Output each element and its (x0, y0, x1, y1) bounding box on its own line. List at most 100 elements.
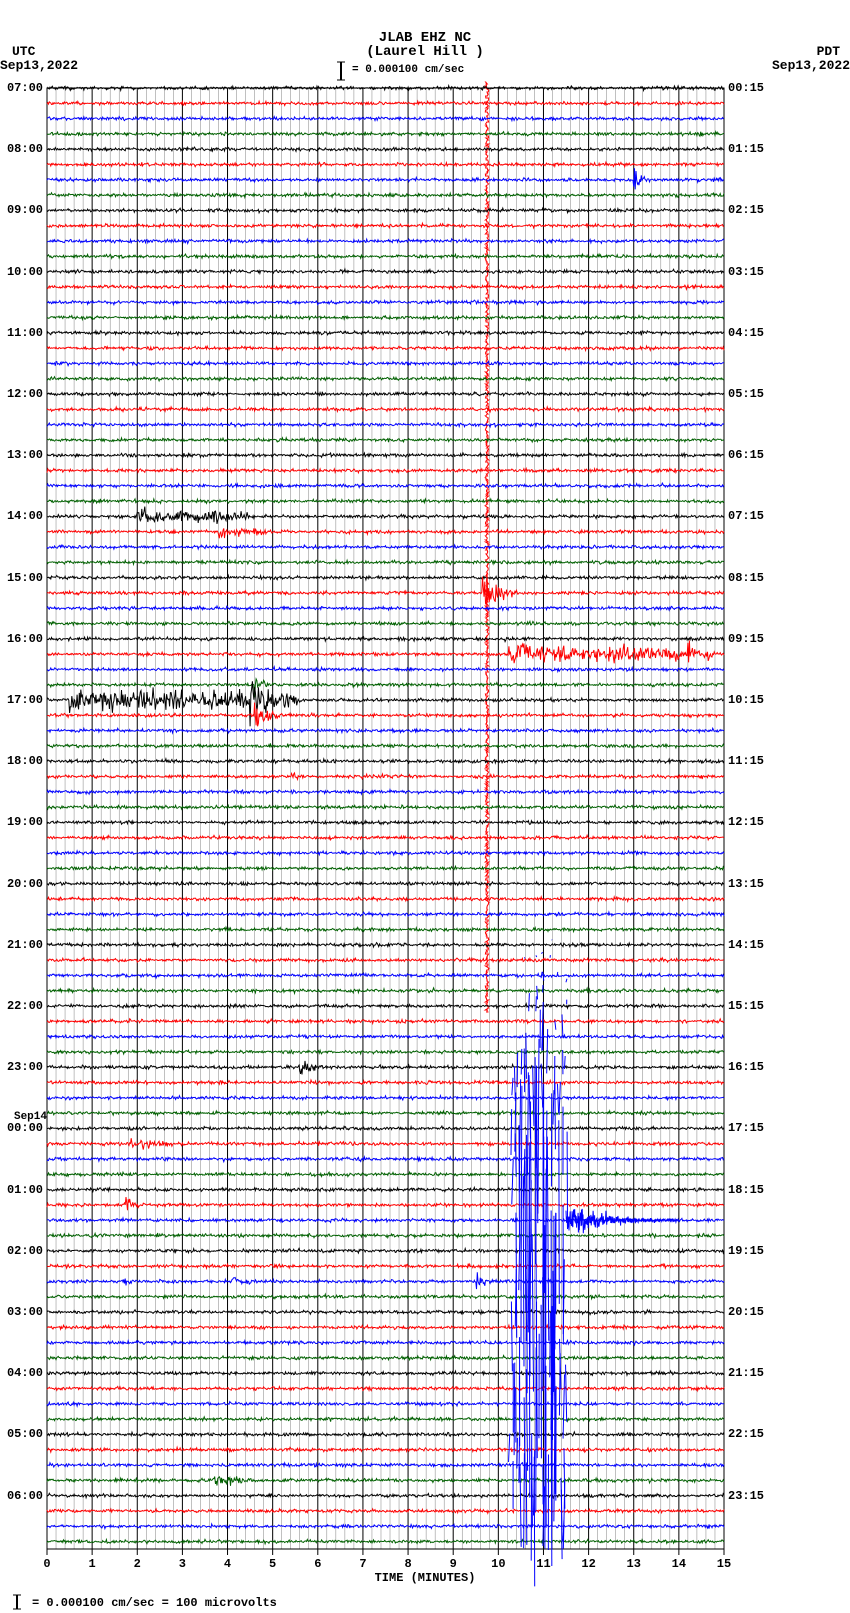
trace-row (47, 881, 724, 885)
trace-row (47, 773, 724, 779)
trace-row (47, 1463, 724, 1467)
x-tick-label: 8 (404, 1557, 411, 1571)
x-tick-label: 6 (314, 1557, 321, 1571)
trace-row (47, 254, 724, 259)
right-time-label: 19:15 (728, 1244, 764, 1258)
right-time-label: 07:15 (728, 509, 764, 523)
footer-scale-bar (10, 1593, 32, 1611)
x-tick-label: 13 (627, 1557, 641, 1571)
right-time-label: 11:15 (728, 754, 764, 768)
trace-row (47, 1019, 724, 1024)
trace-row (47, 1248, 724, 1253)
x-tick-label: 1 (89, 1557, 96, 1571)
trace-row (47, 1340, 724, 1345)
trace-row (47, 147, 724, 151)
right-time-label: 20:15 (728, 1305, 764, 1319)
trace-row (47, 239, 724, 244)
trace-row (47, 507, 724, 524)
trace-row (47, 162, 724, 167)
trace-row (47, 269, 724, 274)
left-time-label: 05:00 (3, 1427, 43, 1441)
trace-row (47, 1325, 724, 1329)
right-time-label: 23:15 (728, 1489, 764, 1503)
trace-row (47, 377, 724, 381)
trace-row (47, 851, 724, 855)
right-time-label: 03:15 (728, 265, 764, 279)
left-time-label: 02:00 (3, 1244, 43, 1258)
trace-row (47, 499, 724, 503)
trace-row (47, 1187, 724, 1191)
x-tick-label: 3 (179, 1557, 186, 1571)
right-time-label: 04:15 (728, 326, 764, 340)
trace-row (47, 1476, 724, 1486)
trace-row (47, 958, 724, 963)
left-time-label: 11:00 (3, 326, 43, 340)
left-time-label: 12:00 (3, 387, 43, 401)
right-time-label: 14:15 (728, 938, 764, 952)
trace-row (47, 835, 724, 840)
right-time-label: 21:15 (728, 1366, 764, 1380)
right-time-label: 08:15 (728, 571, 764, 585)
trace-row (47, 1111, 724, 1115)
trace-row (47, 1432, 724, 1437)
right-time-label: 16:15 (728, 1060, 764, 1074)
left-time-label: 19:00 (3, 815, 43, 829)
trace-row (47, 1197, 724, 1210)
right-time-label: 13:15 (728, 877, 764, 891)
trace-row (47, 193, 724, 198)
trace-row (47, 285, 724, 290)
traces (47, 86, 724, 1544)
trace-row (47, 528, 724, 538)
right-time-label: 12:15 (728, 815, 764, 829)
trace-row (47, 988, 724, 993)
trace-row (47, 1138, 724, 1149)
trace-row (47, 1233, 724, 1238)
left-time-label: 06:00 (3, 1489, 43, 1503)
trace-row (47, 1447, 724, 1452)
left-time-label: 13:00 (3, 448, 43, 462)
trace-row (47, 1172, 724, 1176)
trace-row (47, 453, 724, 457)
trace-row (47, 1539, 724, 1543)
trace-row (47, 423, 724, 427)
trace-row (47, 1493, 724, 1498)
left-time-label: 01:00 (3, 1183, 43, 1197)
x-tick-label: 5 (269, 1557, 276, 1571)
trace-row (47, 483, 724, 488)
trace-row (47, 1061, 724, 1075)
trace-row (47, 132, 724, 137)
trace-row (47, 1272, 724, 1289)
footer-conversion: = 0.000100 cm/sec = 100 microvolts (32, 1596, 277, 1610)
trace-row (47, 943, 724, 947)
right-time-label: 22:15 (728, 1427, 764, 1441)
seismogram-plot (0, 0, 850, 1613)
trace-row (47, 1294, 724, 1299)
x-tick-label: 12 (581, 1557, 595, 1571)
trace-row (47, 1310, 724, 1315)
trace-row (47, 1157, 724, 1162)
trace-row (47, 392, 724, 397)
trace-row (47, 1096, 724, 1100)
trace-row (47, 1386, 724, 1390)
trace-row (47, 927, 724, 931)
trace-row (47, 346, 724, 350)
trace-row (47, 223, 724, 228)
trace-row (47, 1509, 724, 1514)
trace-row (47, 679, 724, 697)
trace-row (47, 1004, 724, 1008)
trace-row (47, 759, 724, 763)
trace-row (47, 560, 724, 564)
left-time-label: 16:00 (3, 632, 43, 646)
trace-row (47, 1264, 724, 1269)
x-tick-label: 0 (43, 1557, 50, 1571)
left-time-label: 08:00 (3, 142, 43, 156)
trace-row (47, 897, 724, 901)
x-axis-title: TIME (MINUTES) (375, 1571, 476, 1585)
trace-row (47, 86, 724, 91)
x-tick-label: 9 (450, 1557, 457, 1571)
right-time-label: 18:15 (728, 1183, 764, 1197)
trace-row (47, 361, 724, 365)
trace-row (47, 1371, 724, 1375)
trace-row (47, 117, 724, 121)
left-time-label: 21:00 (3, 938, 43, 952)
